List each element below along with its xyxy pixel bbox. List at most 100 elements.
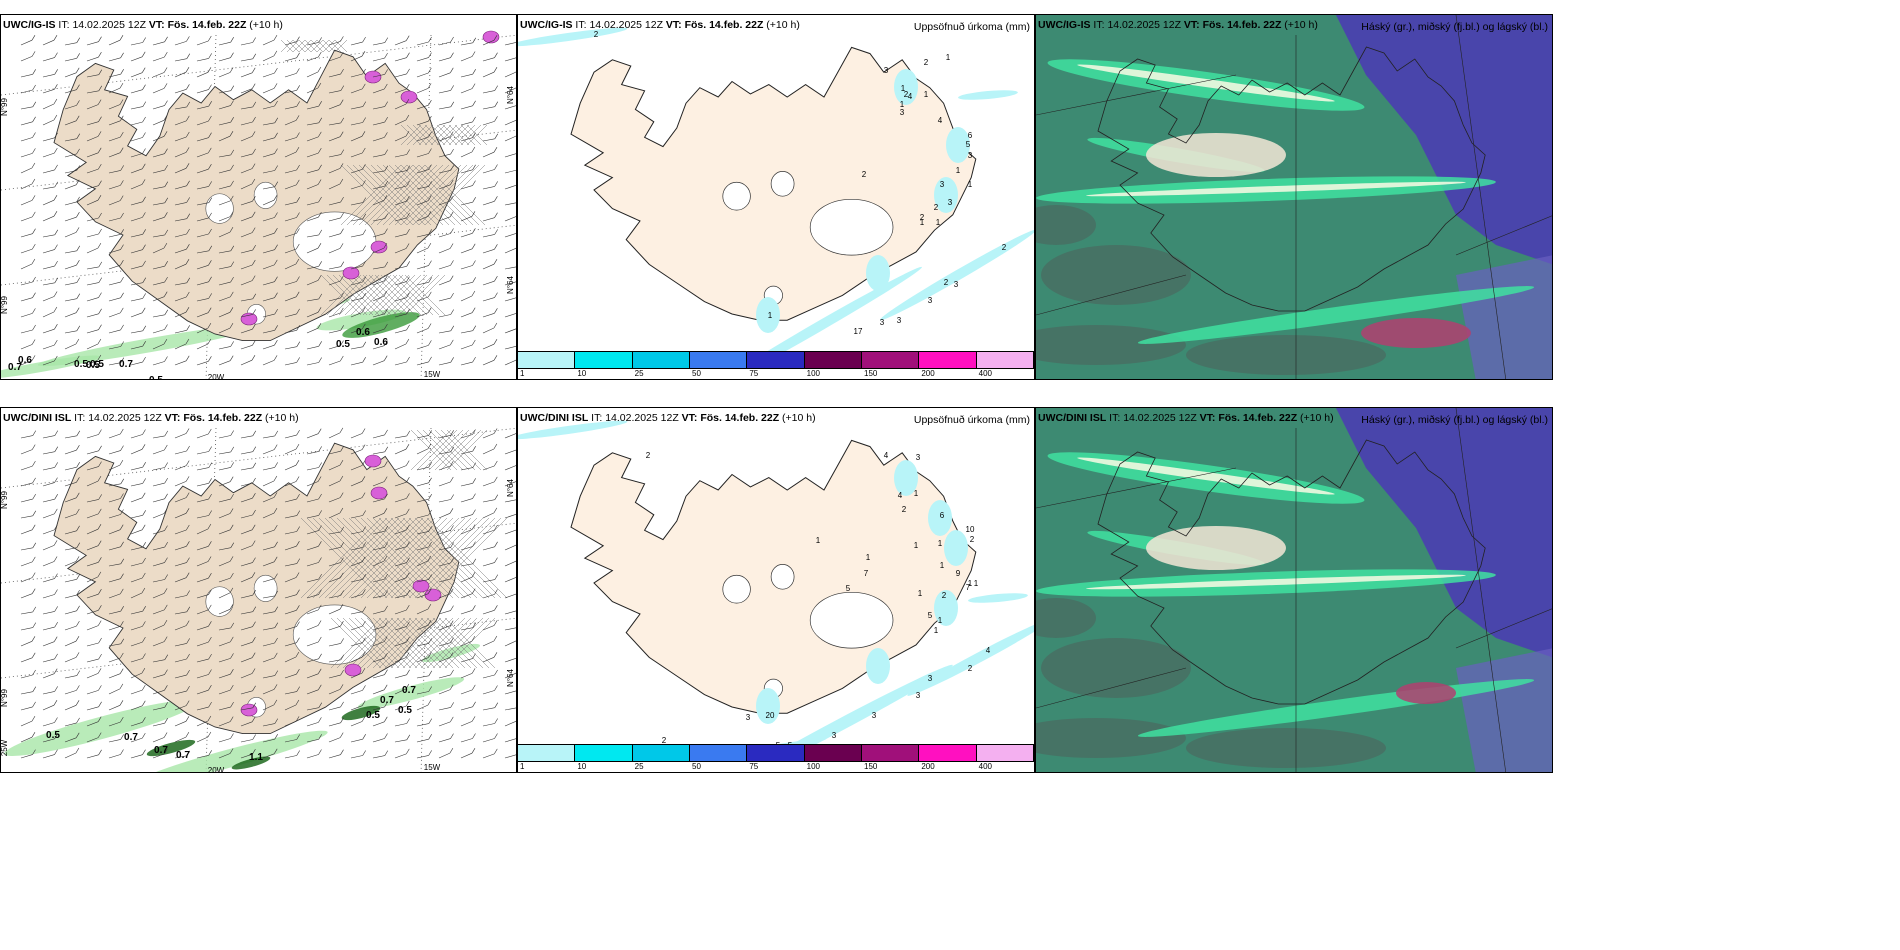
- wind-map-panel-dini: UWC/DINI ISL IT: 14.02.2025 12Z VT: Fös.…: [0, 407, 517, 773]
- wind-barb: [64, 105, 77, 110]
- wind-barb-flag: [32, 556, 36, 563]
- wind-barb-flag: [229, 716, 234, 722]
- wind-barb-flag: [450, 573, 454, 580]
- wind-barb-flag: [362, 589, 366, 595]
- wind-barb: [218, 296, 231, 302]
- longitude-line: [420, 34, 432, 379]
- precip-zone: [866, 648, 890, 684]
- wind-barb-flag: [471, 668, 476, 674]
- hatch-line: [412, 164, 474, 226]
- wind-barb-flag: [76, 355, 80, 362]
- wind-barb-flag: [471, 83, 476, 89]
- wind-barb: [416, 136, 429, 142]
- wind-barb-flag: [186, 590, 190, 596]
- hatch-line: [300, 517, 382, 599]
- colorbar-cells: [518, 351, 1034, 369]
- wind-barb-flag: [274, 244, 278, 250]
- wind-barb: [438, 689, 451, 695]
- mid-cloud-core: [1077, 64, 1335, 102]
- heavy-precip-blob: [482, 30, 500, 44]
- wind-barb: [504, 185, 516, 190]
- wind-barb-flag: [54, 717, 58, 723]
- heavy-precip-blob: [364, 454, 382, 468]
- wind-barb: [438, 233, 451, 238]
- wind-barb-flag: [274, 132, 278, 138]
- wind-barb: [306, 498, 319, 503]
- wind-barb-flag: [75, 636, 80, 642]
- wind-barb: [64, 282, 77, 286]
- panel-header: UWC/IG-IS IT: 14.02.2025 12Z VT: Fös. 14…: [1038, 19, 1318, 31]
- wind-barb-flag: [97, 195, 102, 201]
- glacier: [809, 198, 894, 256]
- wind-barb: [394, 40, 407, 46]
- wind-barb: [218, 721, 231, 727]
- wind-barb: [240, 298, 253, 302]
- wind-barb-flag: [472, 446, 476, 452]
- wind-barb: [218, 169, 231, 174]
- wind-barb-flag: [318, 493, 322, 500]
- wind-barb: [306, 298, 319, 302]
- colorbar-label: 1: [520, 762, 525, 771]
- wind-barb-flag: [340, 117, 345, 124]
- wind-barb: [174, 690, 187, 695]
- wind-barb: [460, 121, 473, 126]
- wind-barb-flag: [185, 428, 190, 434]
- wind-barb-flag: [406, 276, 410, 282]
- wind-barb: [460, 248, 473, 254]
- hatch-line: [444, 617, 496, 669]
- wind-barb: [350, 656, 363, 663]
- precip-streaks: [4, 643, 481, 772]
- wind-barb: [504, 560, 516, 567]
- wind-barb: [108, 433, 121, 439]
- wind-barb: [174, 674, 187, 679]
- hatch-line: [380, 274, 422, 316]
- wind-barb-flag: [252, 734, 256, 740]
- wind-barb-flag: [208, 510, 212, 516]
- wind-barb: [284, 263, 297, 270]
- heavy-precip-blob: [344, 663, 362, 677]
- colorbar-label: 400: [978, 762, 993, 771]
- wind-barb: [218, 231, 231, 238]
- wind-barb-flag: [317, 323, 322, 329]
- wind-barb-flag: [361, 652, 366, 658]
- wind-barb: [130, 56, 143, 62]
- wind-barb-flag: [54, 508, 58, 515]
- colorbar-cell: [632, 745, 690, 761]
- wind-barb: [130, 672, 143, 679]
- wind-barb-flag: [186, 244, 190, 250]
- wind-barb: [438, 90, 451, 94]
- wind-barb-flag: [428, 356, 432, 363]
- wind-barb-flag: [427, 242, 432, 249]
- wind-barb-flag: [317, 668, 322, 674]
- wind-barb: [42, 234, 55, 238]
- precip-value-label: 3: [880, 318, 885, 327]
- wind-barb-flag: [472, 356, 476, 363]
- wind-barb-flag: [164, 229, 169, 236]
- wind-barb: [108, 234, 121, 238]
- wind-barb: [460, 185, 473, 190]
- wind-barb: [372, 706, 385, 711]
- wind-barb-flag: [428, 36, 432, 43]
- wind-barb: [284, 137, 297, 142]
- wind-barb-flag: [97, 620, 102, 626]
- precip-value-label: 3: [948, 198, 953, 207]
- wind-barb-flag: [54, 181, 59, 188]
- wind-barb: [460, 73, 473, 78]
- colorbar-label: 150: [864, 369, 878, 378]
- wind-barb: [438, 41, 451, 46]
- wind-barb: [20, 56, 33, 62]
- wind-barb-flag: [406, 637, 410, 643]
- wind-barb-flag: [32, 622, 37, 628]
- wind-barb: [262, 561, 275, 567]
- wind-barb: [152, 202, 165, 206]
- wind-barb: [372, 578, 385, 583]
- wind-barb-flag: [384, 461, 388, 467]
- hatch-line: [360, 617, 412, 669]
- hatch-line: [310, 39, 324, 53]
- hatch-line: [440, 429, 482, 471]
- wind-barb-flag: [208, 541, 212, 547]
- wind-barb: [20, 344, 33, 350]
- wind-barb: [152, 722, 165, 727]
- wind-barb-flag: [428, 52, 432, 58]
- wind-barb-flag: [450, 494, 454, 500]
